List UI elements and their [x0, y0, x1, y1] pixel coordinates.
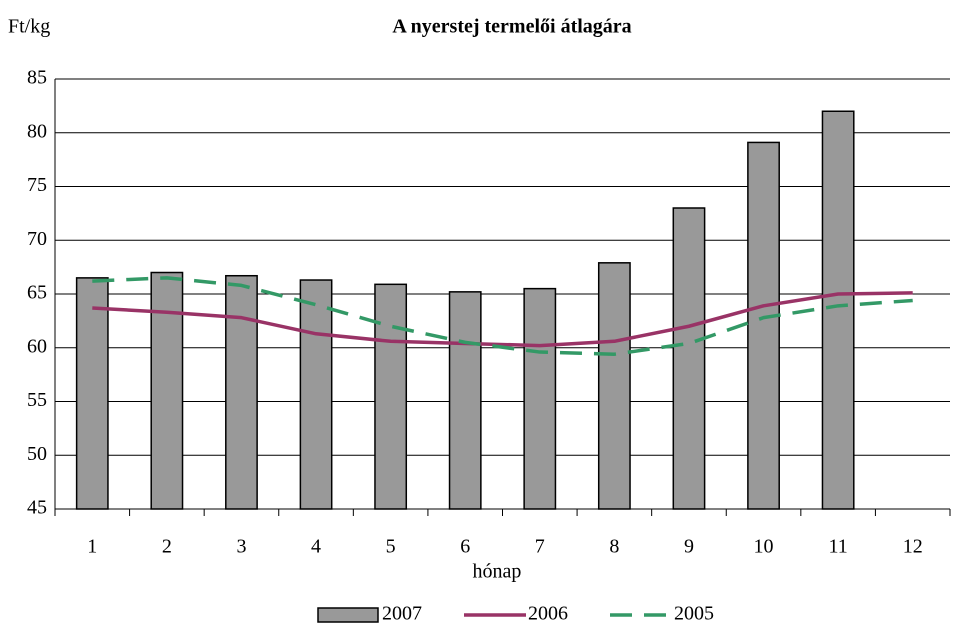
y-tick-label: 50: [27, 443, 47, 465]
y-tick-label: 75: [27, 174, 47, 196]
x-tick-label: 8: [609, 536, 619, 558]
x-tick-label: 11: [828, 536, 847, 558]
y-tick-label: 70: [27, 228, 47, 250]
y-tick-label: 55: [27, 389, 47, 411]
x-tick-label: 12: [903, 536, 923, 558]
x-tick-label: 7: [535, 536, 545, 558]
bar: [523, 287, 557, 510]
x-tick-label: 9: [684, 536, 694, 558]
legend-swatch: [317, 607, 379, 623]
x-tick-label: 1: [87, 536, 97, 558]
x-tick-label: 2: [162, 536, 172, 558]
x-tick-label: 3: [236, 536, 246, 558]
x-tick-label: 6: [460, 536, 470, 558]
bar: [225, 274, 258, 510]
y-tick-label: 65: [27, 282, 47, 304]
y-tick-label: 80: [27, 120, 47, 142]
bar: [75, 277, 109, 510]
bar: [821, 110, 855, 510]
x-tick-label: 10: [754, 536, 774, 558]
bar: [150, 271, 184, 510]
y-axis-label: Ft/kg: [8, 16, 50, 38]
bar: [374, 283, 408, 510]
bar: [597, 262, 631, 510]
bar: [299, 279, 333, 510]
chart-title: A nyerstej termelői átlagára: [392, 16, 631, 38]
y-tick-label: 85: [27, 67, 47, 89]
bar: [747, 141, 780, 510]
legend-label: 2006: [528, 603, 568, 625]
y-tick-label: 45: [27, 497, 47, 519]
bar: [448, 291, 482, 510]
legend-label: 2005: [674, 603, 714, 625]
bar: [672, 207, 706, 510]
x-tick-label: 5: [386, 536, 396, 558]
legend-label: 2007: [382, 603, 422, 625]
line-2005: [92, 276, 913, 356]
x-tick-label: 4: [311, 536, 321, 558]
y-tick-label: 60: [27, 335, 47, 357]
x-axis-label: hónap: [473, 561, 522, 583]
line-2006: [92, 291, 913, 348]
